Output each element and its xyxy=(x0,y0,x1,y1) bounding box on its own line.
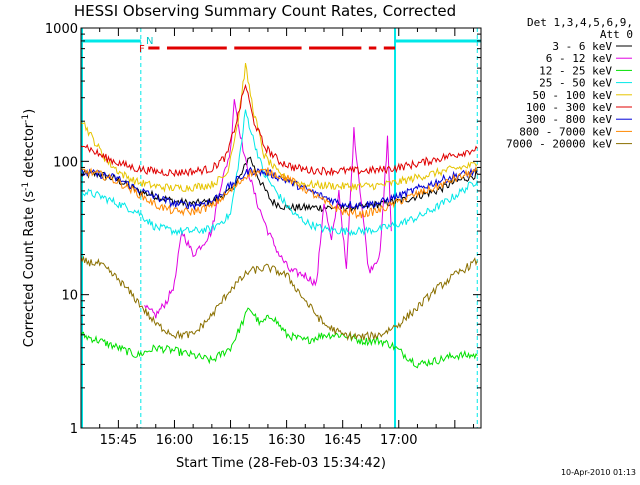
y-axis-label-exp1: -1 xyxy=(21,182,31,191)
x-axis: 15:45 16:00 16:15 16:30 16:45 17:00 xyxy=(99,28,475,448)
y-axis-label-end: ) xyxy=(22,109,37,114)
series-line-4 xyxy=(80,63,478,193)
legend-entry-label-0: 3 - 6 keV xyxy=(552,40,612,53)
legend-entry-label-1: 6 - 12 keV xyxy=(546,52,613,65)
y-axis: 1 10 100 1000 xyxy=(45,22,481,437)
series-layer xyxy=(80,63,478,369)
x-tick-label-3: 16:30 xyxy=(268,433,305,448)
night-flag-label: N xyxy=(146,36,153,47)
x-tick-label-1: 16:00 xyxy=(156,433,193,448)
series-line-2 xyxy=(80,307,478,369)
series-line-6 xyxy=(80,166,478,211)
y-tick-label-1: 10 xyxy=(61,289,78,304)
generation-timestamp: 10-Apr-2010 01:13 xyxy=(561,468,636,477)
x-tick-label-4: 16:45 xyxy=(324,433,361,448)
series-line-3 xyxy=(80,109,478,237)
legend-entry-label-3: 25 - 50 keV xyxy=(539,77,612,90)
y-axis-label-mid: detector xyxy=(22,122,37,182)
x-tick-label-2: 16:15 xyxy=(212,433,249,448)
night-flag-layer xyxy=(81,28,481,428)
legend-entry-label-7: 800 - 7000 keV xyxy=(519,125,612,138)
series-line-1 xyxy=(144,99,392,319)
x-tick-label-0: 15:45 xyxy=(100,433,137,448)
y-axis-label-exp2: -1 xyxy=(21,114,31,123)
series-line-5 xyxy=(80,83,478,178)
y-tick-label-3: 1000 xyxy=(45,22,78,37)
legend-header-line2: Att 0 xyxy=(600,28,633,41)
y-axis-label: Corrected Count Rate (s-1 detector-1) xyxy=(21,109,37,347)
x-tick-label-5: 17:00 xyxy=(380,433,417,448)
y-axis-label-main: Corrected Count Rate (s xyxy=(22,191,37,348)
series-line-7 xyxy=(80,166,478,220)
legend-header-line1: Det 1,3,4,5,6,9, xyxy=(527,16,633,29)
chart-title: HESSI Observing Summary Count Rates, Cor… xyxy=(74,2,456,20)
legend-entry-label-8: 7000 - 20000 keV xyxy=(506,138,612,151)
flare-flag-label: F xyxy=(139,44,145,55)
legend-entry-label-4: 50 - 100 keV xyxy=(533,89,613,102)
series-line-0 xyxy=(80,156,478,214)
plot-frame xyxy=(80,27,482,429)
legend-entry-label-2: 12 - 25 keV xyxy=(539,64,612,77)
y-tick-label-2: 100 xyxy=(53,155,78,170)
series-line-8 xyxy=(80,255,478,342)
x-axis-label: Start Time (28-Feb-03 15:34:42) xyxy=(176,456,386,471)
legend-entry-label-6: 300 - 800 keV xyxy=(526,113,612,126)
legend-entry-label-5: 100 - 300 keV xyxy=(526,101,612,114)
y-tick-label-0: 1 xyxy=(70,422,78,437)
